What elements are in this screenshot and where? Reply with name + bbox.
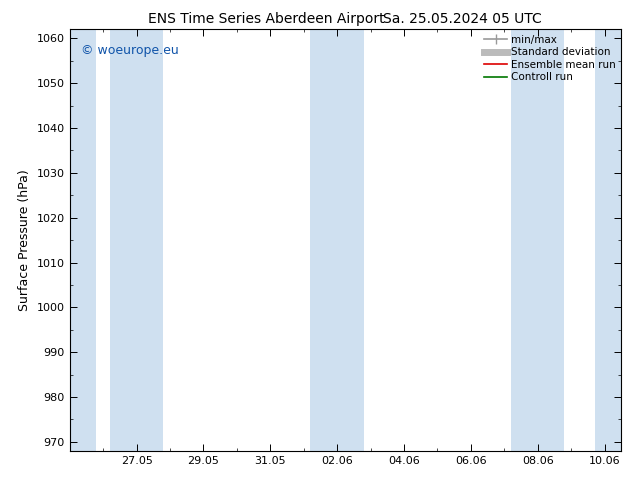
Bar: [595, 29, 621, 451]
Bar: [511, 29, 564, 451]
Bar: [110, 29, 164, 451]
Y-axis label: Surface Pressure (hPa): Surface Pressure (hPa): [18, 169, 31, 311]
Bar: [311, 29, 364, 451]
Bar: [70, 29, 96, 451]
Legend: min/max, Standard deviation, Ensemble mean run, Controll run: min/max, Standard deviation, Ensemble me…: [482, 32, 618, 84]
Text: ENS Time Series Aberdeen Airport: ENS Time Series Aberdeen Airport: [148, 12, 385, 26]
Text: © woeurope.eu: © woeurope.eu: [81, 44, 179, 57]
Text: Sa. 25.05.2024 05 UTC: Sa. 25.05.2024 05 UTC: [384, 12, 542, 26]
